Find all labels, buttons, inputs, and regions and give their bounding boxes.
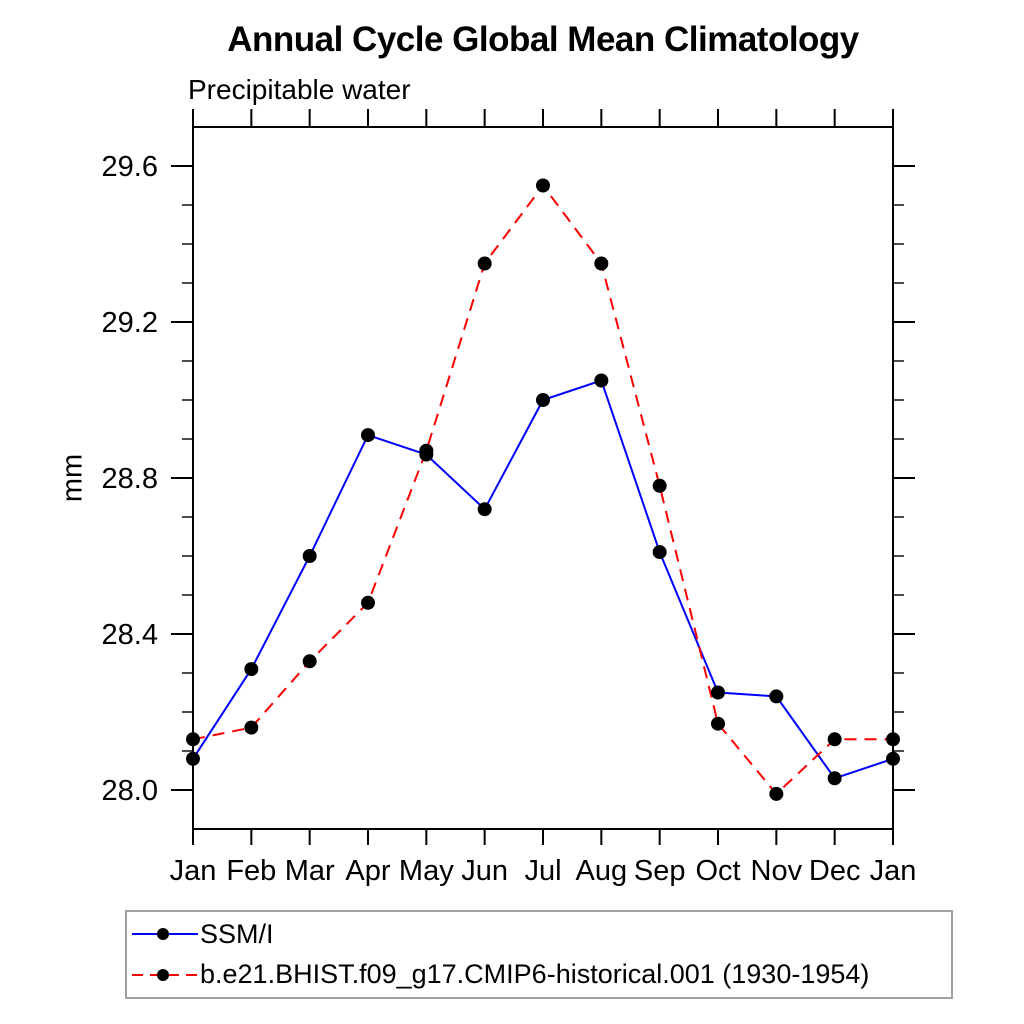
data-point-marker [652,478,667,493]
data-point-marker [419,443,434,458]
x-tick-label: Nov [751,855,803,887]
x-tick-label: May [399,855,454,887]
y-tick-label: 28.0 [102,775,158,807]
data-point-marker [886,732,900,747]
data-point-marker [536,178,550,193]
legend-label-ssmi: SSM/I [200,918,274,949]
data-point-marker [302,549,317,563]
x-tick-label: Mar [285,855,335,887]
legend-marker-dot [157,968,169,981]
x-tick-label: Aug [576,855,628,887]
legend: SSM/I b.e21.BHIST.f09_g17.CMIP6-historic… [125,910,953,999]
x-tick-label: Jan [170,855,217,887]
x-tick-label: Jan [870,855,917,887]
data-point-marker [769,689,784,704]
data-point-marker [477,256,492,271]
data-point-marker [477,502,492,517]
data-point-marker [361,428,375,443]
data-point-marker [827,771,842,786]
x-tick-label: Jul [524,855,561,887]
data-point-marker [536,393,550,407]
data-point-marker [652,545,667,560]
y-tick-label: 28.8 [102,463,158,495]
legend-ssmi-sample [132,928,198,941]
data-point-marker [711,716,725,731]
chart-subtitle: Precipitable water [188,74,411,105]
data-point-marker [594,256,609,271]
x-tick-label: Oct [695,855,740,887]
x-tick-label: Feb [226,855,276,887]
data-point-marker [244,662,259,677]
legend-label-model: b.e21.BHIST.f09_g17.CMIP6-historical.001… [200,959,870,990]
series-line-ssmi [192,379,894,780]
series-line-model [192,183,893,796]
x-tick-label: Dec [809,855,861,887]
data-point-marker [244,720,259,735]
x-tick-label: Jun [461,855,508,887]
x-tick-label: Apr [345,855,390,887]
legend-model-sample [132,968,198,981]
data-point-marker [186,751,200,766]
data-point-marker [711,685,725,700]
x-tick-label: Sep [634,855,686,887]
data-point-marker [827,732,842,747]
data-point-marker [361,595,375,610]
data-point-marker [302,654,317,669]
legend-item: b.e21.BHIST.f09_g17.CMIP6-historical.001… [130,955,951,996]
data-point-marker [186,732,200,747]
legend-marker-dot [157,928,169,941]
y-tick-label: 29.2 [102,307,158,339]
data-point-marker [594,373,609,388]
data-point-marker [886,751,900,766]
y-tick-label: 28.4 [102,619,158,651]
legend-item: SSM/I [130,914,951,955]
chart-title: Annual Cycle Global Mean Climatology [227,20,859,59]
data-point-marker [769,786,784,801]
plot-frame [192,126,894,830]
y-tick-label: 29.6 [102,151,158,183]
